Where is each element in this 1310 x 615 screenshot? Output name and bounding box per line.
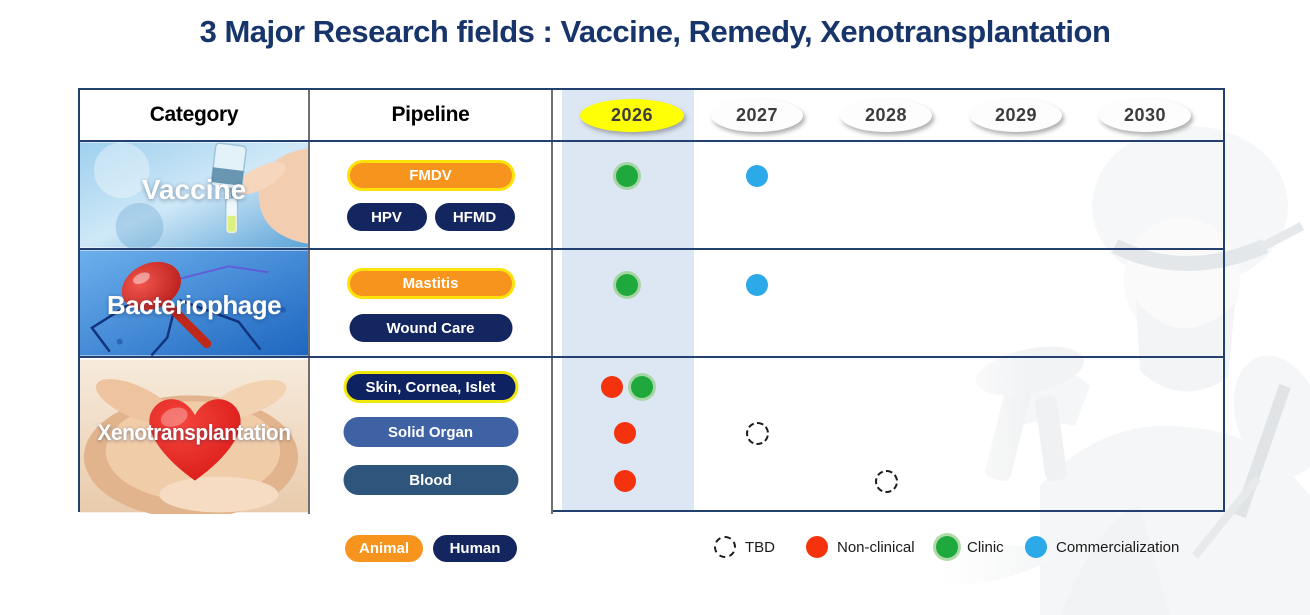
marker-commercialization-2027 [746,165,768,187]
table-row-bacteriophage: Bacteriophage Mastitis Wound Care [80,250,1223,358]
marker-clinic-2026 [616,274,638,296]
year-oval-2028: 2028 [840,99,932,132]
legend-label-clinic: Clinic [967,538,1004,556]
year-oval-2029: 2029 [970,99,1062,132]
year-oval-2026: 2026 [580,99,684,132]
legend-label-non-clinical: Non-clinical [837,538,915,556]
pipeline-pill-blood: Blood [343,465,518,495]
marker-non-clinical-2026 [614,470,636,492]
legend-item-clinic: Clinic [936,536,1004,558]
tbd-dashed-circle-icon [714,536,736,558]
legend-pill-human: Human [433,535,517,562]
pipeline-pill-fmdv: FMDV [346,160,515,191]
table-header-row: Category Pipeline 2026 2027 2028 2029 20… [80,90,1223,142]
marker-non-clinical-2026 [601,376,623,398]
pipeline-pill-solid-organ: Solid Organ [343,417,518,447]
marker-tbd-2028 [875,470,898,493]
roadmap-table: Category Pipeline 2026 2027 2028 2029 20… [78,88,1225,514]
column-header-pipeline: Pipeline [310,90,553,140]
timeline-cell-bacteriophage [553,250,1227,356]
table-row-vaccine: Vaccine FMDV HPV HFMD [80,142,1223,250]
bacteriophage-photo [80,250,308,356]
marker-clinic-2026 [631,376,653,398]
pipeline-pill-wound-care: Wound Care [349,314,512,342]
page-title: 3 Major Research fields : Vaccine, Remed… [199,14,1111,49]
category-image-xenotransplantation: Xenotransplantation [80,358,310,514]
category-label-vaccine: Vaccine [141,174,247,205]
pipeline-pill-hfmd: HFMD [434,203,515,231]
marker-non-clinical-2026 [614,422,636,444]
marker-tbd-2027 [746,422,769,445]
pipeline-cell-bacteriophage: Mastitis Wound Care [310,250,553,356]
category-label-bacteriophage: Bacteriophage [106,290,282,320]
pipeline-cell-vaccine: FMDV HPV HFMD [310,142,553,248]
timeline-cell-xenotransplantation [553,358,1227,514]
legend-item-commercialization: Commercialization [1025,536,1179,558]
pipeline-pill-skin-cornea-islet: Skin, Cornea, Islet [343,371,518,403]
legend-item-tbd: TBD [714,536,775,558]
commercialization-dot-icon [1025,536,1047,558]
year-header-area: 2026 2027 2028 2029 2030 [553,90,1227,140]
year-oval-2027: 2027 [711,99,803,132]
clinic-dot-icon [936,536,958,558]
legend-pill-animal: Animal [345,535,423,562]
heart-in-hands-photo [80,359,308,514]
category-image-bacteriophage: Bacteriophage [80,250,310,356]
legend-label-tbd: TBD [745,538,775,556]
pipeline-pill-mastitis: Mastitis [346,268,515,299]
category-label-xenotransplantation: Xenotransplantation [97,420,291,445]
column-header-category: Category [80,90,310,140]
marker-clinic-2026 [616,165,638,187]
pipeline-pill-group: HPV HFMD [310,203,551,231]
year-oval-2030: 2030 [1099,99,1191,132]
non-clinical-dot-icon [806,536,828,558]
pipeline-cell-xenotransplantation: Skin, Cornea, Islet Solid Organ Blood [310,358,553,514]
timeline-cell-vaccine [553,142,1227,248]
legend-label-commercialization: Commercialization [1056,538,1180,556]
table-row-xenotransplantation: Xenotransplantation Skin, Cornea, Islet … [80,358,1223,514]
legend-item-non-clinical: Non-clinical [806,536,915,558]
pipeline-pill-hpv: HPV [346,203,427,231]
category-image-vaccine: Vaccine [80,142,310,248]
vaccine-photo [80,142,308,248]
marker-commercialization-2027 [746,274,768,296]
